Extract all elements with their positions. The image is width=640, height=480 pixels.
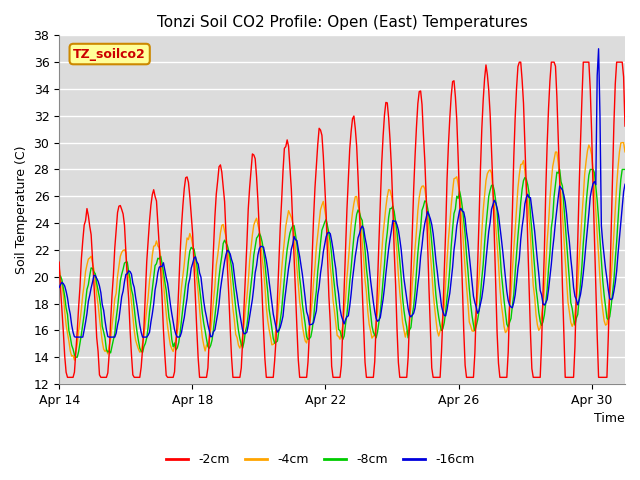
Text: TZ_soilco2: TZ_soilco2 <box>74 48 146 60</box>
Text: Time: Time <box>595 412 625 425</box>
Title: Tonzi Soil CO2 Profile: Open (East) Temperatures: Tonzi Soil CO2 Profile: Open (East) Temp… <box>157 15 527 30</box>
Y-axis label: Soil Temperature (C): Soil Temperature (C) <box>15 145 28 274</box>
Legend: -2cm, -4cm, -8cm, -16cm: -2cm, -4cm, -8cm, -16cm <box>161 448 479 471</box>
